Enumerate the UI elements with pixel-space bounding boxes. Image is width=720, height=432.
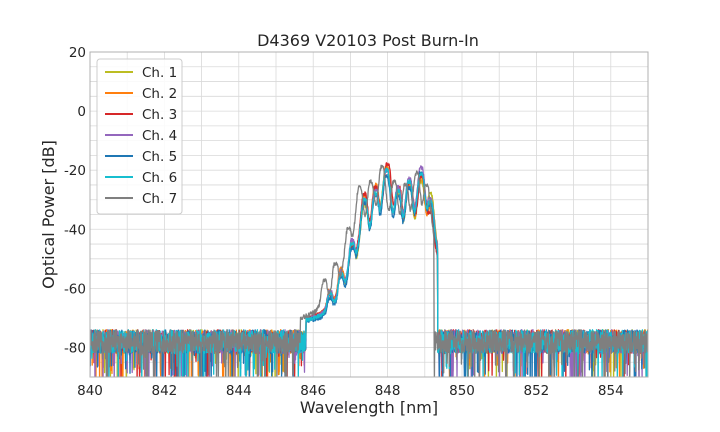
legend: Ch. 1 Ch. 2 Ch. 3 Ch. 4 Ch. 5 Ch. 6 Ch. 7	[96, 58, 183, 215]
y-tick-label: -60	[64, 281, 86, 297]
x-axis-label: Wavelength [nm]	[300, 398, 438, 417]
x-tick-label: 854	[598, 383, 624, 399]
legend-label: Ch. 2	[142, 86, 177, 102]
plot-area	[90, 162, 648, 377]
legend-label: Ch. 4	[142, 128, 177, 144]
chart-title: D4369 V20103 Post Burn-In	[257, 31, 479, 50]
x-tick-label: 852	[524, 383, 550, 399]
y-tick-label: 0	[77, 104, 86, 120]
legend-label: Ch. 1	[142, 65, 177, 81]
y-tick-label: 20	[69, 45, 86, 61]
legend-box	[96, 58, 183, 215]
x-tick-label: 844	[226, 383, 252, 399]
x-tick-label: 848	[375, 383, 401, 399]
x-axis-ticks: 840 842 844 846 848 850 852 854	[77, 383, 624, 399]
series-line	[90, 164, 648, 377]
x-tick-label: 840	[77, 383, 103, 399]
x-tick-label: 842	[152, 383, 178, 399]
x-tick-label: 846	[300, 383, 326, 399]
x-tick-label: 850	[449, 383, 475, 399]
legend-label: Ch. 5	[142, 149, 177, 165]
legend-label: Ch. 6	[142, 170, 177, 186]
y-tick-label: -20	[64, 163, 86, 179]
y-tick-label: -40	[64, 222, 86, 238]
y-axis-ticks: -80 -60 -40 -20 0 20	[64, 45, 86, 356]
legend-label: Ch. 7	[142, 191, 177, 207]
legend-label: Ch. 3	[142, 107, 177, 123]
y-tick-label: -80	[64, 340, 86, 356]
plot-frame	[89, 51, 649, 378]
y-axis-label: Optical Power [dB]	[39, 140, 58, 289]
